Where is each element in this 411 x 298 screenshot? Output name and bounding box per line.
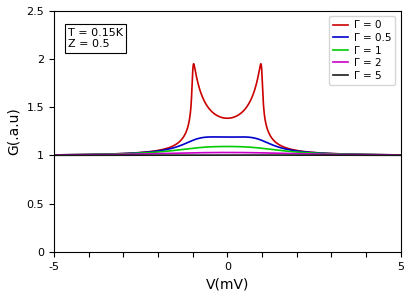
Γ = 2 <box>262 151 267 155</box>
Γ = 0.5 <box>398 153 403 157</box>
Γ = 0.5 <box>315 151 320 155</box>
Γ = 2 <box>315 152 320 156</box>
Γ = 2 <box>273 151 278 155</box>
Γ = 0 <box>51 153 56 157</box>
Γ = 0 <box>262 116 267 119</box>
Γ = 5 <box>224 153 229 157</box>
Γ = 0 <box>350 153 355 156</box>
Γ = 5 <box>350 153 355 157</box>
Γ = 2 <box>51 153 56 157</box>
Γ = 5 <box>315 153 320 157</box>
Γ = 1 <box>273 148 278 152</box>
Line: Γ = 0.5: Γ = 0.5 <box>54 137 401 155</box>
Γ = 0 <box>253 86 258 90</box>
Γ = 0 <box>259 62 263 66</box>
Γ = 5 <box>273 153 278 157</box>
Γ = 0.5 <box>73 153 78 156</box>
Γ = 1 <box>350 153 355 156</box>
Γ = 2 <box>73 153 78 157</box>
Γ = 1 <box>73 153 78 156</box>
Γ = 1 <box>315 151 320 155</box>
Γ = 0.5 <box>273 144 278 148</box>
Y-axis label: G(.a.u): G(.a.u) <box>7 108 21 155</box>
Line: Γ = 0: Γ = 0 <box>54 64 401 155</box>
Γ = 0 <box>273 140 278 144</box>
Γ = 1 <box>253 146 258 149</box>
Γ = 5 <box>398 153 403 157</box>
Γ = 0 <box>315 151 320 155</box>
Γ = 2 <box>350 153 355 156</box>
Line: Γ = 1: Γ = 1 <box>54 147 401 155</box>
Γ = 0.5 <box>253 136 258 140</box>
Γ = 0 <box>398 153 403 157</box>
Γ = 1 <box>262 147 267 150</box>
Γ = 1 <box>224 145 229 148</box>
Γ = 5 <box>73 153 78 157</box>
Γ = 0 <box>73 153 78 156</box>
X-axis label: V(mV): V(mV) <box>206 277 249 291</box>
Γ = 5 <box>262 153 267 157</box>
Γ = 2 <box>253 151 258 155</box>
Γ = 5 <box>51 153 56 157</box>
Γ = 1 <box>398 153 403 157</box>
Γ = 2 <box>224 151 229 154</box>
Line: Γ = 2: Γ = 2 <box>54 153 401 155</box>
Γ = 2 <box>398 153 403 157</box>
Γ = 0.5 <box>51 153 56 157</box>
Γ = 0.5 <box>350 153 355 156</box>
Γ = 0.5 <box>262 140 267 143</box>
Legend: Γ = 0, Γ = 0.5, Γ = 1, Γ = 2, Γ = 5: Γ = 0, Γ = 0.5, Γ = 1, Γ = 2, Γ = 5 <box>329 16 395 85</box>
Γ = 0.5 <box>210 135 215 139</box>
Γ = 1 <box>51 153 56 157</box>
Γ = 5 <box>253 153 258 157</box>
Text: T = 0.15K
Z = 0.5: T = 0.15K Z = 0.5 <box>68 28 123 49</box>
